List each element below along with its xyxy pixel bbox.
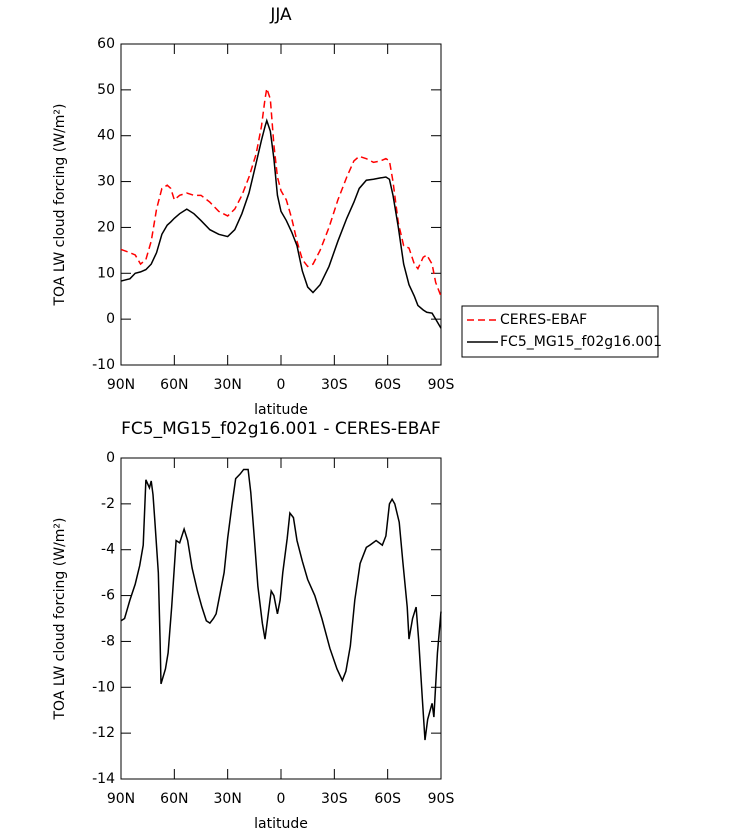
x-tick-label: 90N (107, 377, 135, 393)
y-axis-label: TOA LW cloud forcing (W/m²) (52, 518, 68, 721)
x-tick-label: 60N (160, 377, 188, 393)
y-tick-label: 0 (106, 450, 115, 466)
y-tick-label: -14 (92, 771, 115, 787)
x-tick-label: 90S (428, 791, 455, 807)
y-tick-label: 20 (97, 219, 115, 235)
y-tick-label: 30 (97, 174, 115, 190)
x-tick-label: 0 (277, 791, 286, 807)
x-tick-label: 60S (374, 377, 401, 393)
x-tick-label: 60N (160, 791, 188, 807)
x-tick-label: 0 (277, 377, 286, 393)
plot-frame (120, 43, 442, 366)
y-tick-label: -8 (101, 633, 115, 649)
y-tick-label: -4 (101, 542, 115, 558)
plot-frame (120, 457, 442, 780)
series-line (120, 468, 442, 741)
y-tick-label: -10 (92, 357, 115, 373)
y-tick-label: 60 (97, 36, 115, 52)
y-tick-label: 50 (97, 82, 115, 98)
legend-label: CERES-EBAF (500, 312, 587, 328)
legend-label: FC5_MG15_f02g16.001 (500, 334, 662, 350)
x-tick-label: 30N (214, 377, 242, 393)
y-tick-label: -10 (92, 679, 115, 695)
y-tick-label: -12 (92, 725, 115, 741)
series-line (120, 88, 442, 297)
chart-title: JJA (269, 5, 292, 25)
x-tick-label: 60S (374, 791, 401, 807)
chart-title: FC5_MG15_f02g16.001 - CERES-EBAF (121, 419, 441, 439)
y-tick-label: 10 (97, 265, 115, 281)
x-tick-label: 90S (428, 377, 455, 393)
y-tick-label: -2 (101, 496, 115, 512)
legend-box (461, 305, 659, 358)
x-axis-label: latitude (254, 816, 308, 832)
x-axis-label: latitude (254, 402, 308, 418)
x-tick-label: 30S (321, 791, 348, 807)
x-tick-label: 30N (214, 791, 242, 807)
x-tick-label: 90N (107, 791, 135, 807)
y-tick-label: -6 (101, 588, 115, 604)
series-line (120, 118, 442, 329)
y-axis-label: TOA LW cloud forcing (W/m²) (52, 104, 68, 307)
y-tick-label: 0 (106, 311, 115, 327)
x-tick-label: 30S (321, 377, 348, 393)
y-tick-label: 40 (97, 128, 115, 144)
